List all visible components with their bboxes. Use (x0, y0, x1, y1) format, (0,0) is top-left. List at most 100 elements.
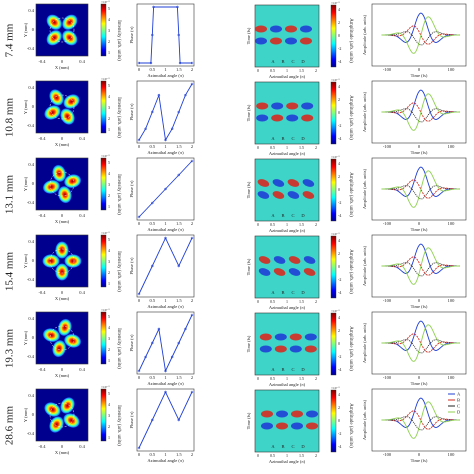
sampling-circle (49, 248, 75, 274)
intensity-colorbar-label: Intensity (arb. units) (116, 328, 121, 369)
intensity-colorbar-exponent: ×10⁻³ (101, 385, 109, 389)
phase-x-tick: 0 (138, 221, 141, 226)
phase-point (178, 61, 182, 65)
amplitude-blob (287, 179, 300, 187)
intensity-colorbar-tick: 5 (108, 391, 110, 396)
trace-line-2 (381, 256, 460, 276)
legend-label: B (457, 398, 460, 403)
amplitude-blob (259, 333, 272, 341)
amplitude-colorbar (330, 235, 337, 299)
amplitude-colorbar-exponent: ×10⁻³ (331, 155, 339, 159)
amplitude-x-tick: 2 (315, 299, 317, 304)
amplitude-blob (272, 191, 285, 199)
phase-x-tick: 0.5 (149, 375, 155, 380)
trace-y-label: Amplitude (arb. units) (362, 91, 367, 132)
amplitude-x-tick: 1 (286, 299, 288, 304)
amplitude-blob (274, 345, 287, 353)
intensity-lobe (52, 164, 67, 183)
row-1: 7.4 mm -0.4 0 0.4 X (mm) 0.4 0 -0.4 Y (mm) ×10⁻³ 5… (4, 0, 467, 79)
intensity-colorbar-tick: 2 (108, 116, 110, 121)
phase-x-tick: 2 (191, 298, 193, 303)
phase-x-tick: 0 (138, 298, 141, 303)
amplitude-point-label: B (281, 444, 284, 449)
intensity-lobe (55, 263, 69, 281)
intensity-y-tick: 0.4 (28, 162, 34, 167)
trace-line-4 (381, 324, 460, 362)
phase-point (164, 236, 167, 240)
sampling-circle (49, 94, 75, 120)
phase-plot-frame (136, 234, 195, 298)
phase-x-label: Azimuthal angle (π) (147, 73, 184, 78)
intensity-x-label: X (mm) (55, 373, 70, 378)
intensity-colorbar-tick: 3 (108, 182, 110, 187)
intensity-lobe (59, 396, 76, 415)
amplitude-blob (301, 102, 314, 110)
intensity-lobe (62, 412, 81, 429)
amplitude-point-label: D (301, 213, 305, 218)
amplitude-x-tick: 1.5 (299, 145, 304, 150)
amplitude-colorbar-tick: 4 (338, 315, 340, 320)
intensity-x-tick: 0.4 (79, 367, 85, 372)
phase-point (137, 369, 141, 373)
amplitude-point-label: D (301, 444, 305, 449)
amplitude-map-frame (254, 4, 320, 68)
phase-point (177, 341, 180, 345)
row-label: 19.3 mm (4, 329, 16, 369)
phase-x-tick: 0.5 (149, 452, 155, 457)
intensity-colorbar-exponent: ×10⁻³ (101, 77, 109, 81)
intensity-y-tick: 0.4 (28, 239, 34, 244)
intensity-x-label: X (mm) (55, 65, 70, 70)
phase-x-tick: 1.5 (176, 375, 182, 380)
intensity-lobe (64, 254, 82, 268)
amplitude-x-tick: 0 (257, 68, 259, 73)
intensity-colorbar-tick: 2 (108, 193, 110, 198)
intensity-x-tick: 0 (61, 59, 64, 64)
intensity-lobe (59, 107, 76, 126)
intensity-y-tick: -0.4 (27, 277, 35, 282)
amplitude-colorbar-tick: -2 (338, 46, 341, 51)
trace-line-2 (381, 102, 460, 122)
amplitude-blob (286, 102, 299, 110)
phase-point (144, 355, 147, 359)
phase-x-label: Azimuthal angle (π) (147, 304, 184, 309)
trace-x-tick: 0 (418, 298, 421, 303)
amplitude-point-label: A (271, 136, 275, 141)
amplitude-x-tick: 1 (286, 68, 288, 73)
intensity-colorbar-tick: 3 (108, 259, 110, 264)
phase-point (190, 390, 194, 394)
amplitude-colorbar-tick: 0 (338, 341, 340, 346)
phase-x-tick: 0.5 (149, 221, 155, 226)
trace-x-label: Time (fs) (411, 150, 428, 155)
amplitude-blob (285, 37, 297, 45)
phase-point (137, 138, 141, 142)
phase-point (151, 110, 154, 114)
phase-line (138, 314, 193, 373)
phase-y-label: Phase (π) (129, 257, 134, 274)
amplitude-x-tick: 0 (257, 376, 259, 381)
phase-x-tick: 1.5 (176, 144, 182, 149)
phase-point (190, 82, 194, 86)
amplitude-point-label: C (291, 367, 294, 372)
phase-point (137, 61, 141, 65)
amplitude-x-tick: 0 (257, 145, 259, 150)
trace-line-2 (381, 333, 460, 353)
amplitude-blob (271, 102, 284, 110)
phase-x-tick: 1 (164, 452, 166, 457)
sampling-circle (49, 171, 75, 197)
phase-x-tick: 1 (164, 144, 166, 149)
amplitude-point-label: A (271, 59, 275, 64)
phase-plot-frame (136, 80, 195, 144)
amplitude-colorbar-tick: -2 (338, 123, 341, 128)
amplitude-blob (306, 422, 318, 430)
intensity-lobe (52, 339, 67, 358)
phase-point (177, 173, 180, 177)
intensity-x-tick: 0 (61, 290, 64, 295)
phase-point (164, 187, 167, 191)
intensity-y-tick: 0 (32, 104, 35, 109)
intensity-colorbar-tick: 1 (108, 204, 110, 209)
intensity-colorbar-exponent: ×10⁻³ (101, 231, 109, 235)
phase-point (152, 5, 155, 9)
intensity-y-label: Y (mm) (23, 330, 28, 345)
intensity-colorbar-tick: 3 (108, 28, 110, 33)
intensity-colorbar-tick: 5 (108, 83, 110, 88)
